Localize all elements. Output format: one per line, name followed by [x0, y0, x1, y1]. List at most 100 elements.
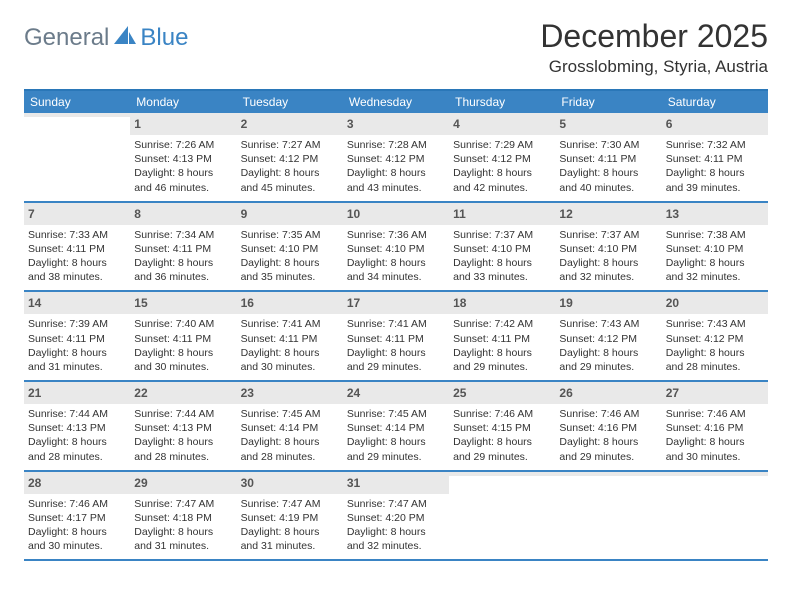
sunrise-text: Sunrise: 7:45 AM	[347, 407, 445, 421]
sunrise-text: Sunrise: 7:46 AM	[28, 497, 126, 511]
dow-label: Friday	[555, 91, 661, 113]
sunrise-text: Sunrise: 7:47 AM	[134, 497, 232, 511]
sunset-text: Sunset: 4:14 PM	[241, 421, 339, 435]
sunrise-text: Sunrise: 7:27 AM	[241, 138, 339, 152]
day-info: Sunrise: 7:46 AMSunset: 4:15 PMDaylight:…	[453, 407, 551, 464]
calendar-cell	[662, 472, 768, 560]
day-number-row: 27	[662, 382, 768, 404]
sunrise-text: Sunrise: 7:29 AM	[453, 138, 551, 152]
sunset-text: Sunset: 4:17 PM	[28, 511, 126, 525]
day-number-row: 21	[24, 382, 130, 404]
sunrise-text: Sunrise: 7:43 AM	[666, 317, 764, 331]
sunrise-text: Sunrise: 7:44 AM	[28, 407, 126, 421]
day-info: Sunrise: 7:37 AMSunset: 4:10 PMDaylight:…	[453, 228, 551, 285]
sunset-text: Sunset: 4:11 PM	[347, 332, 445, 346]
day-info: Sunrise: 7:28 AMSunset: 4:12 PMDaylight:…	[347, 138, 445, 195]
calendar-cell: 1Sunrise: 7:26 AMSunset: 4:13 PMDaylight…	[130, 113, 236, 201]
sunset-text: Sunset: 4:11 PM	[134, 242, 232, 256]
sunset-text: Sunset: 4:11 PM	[453, 332, 551, 346]
day-number: 3	[347, 117, 354, 131]
calendar-week: 21Sunrise: 7:44 AMSunset: 4:13 PMDayligh…	[24, 382, 768, 472]
day-info: Sunrise: 7:40 AMSunset: 4:11 PMDaylight:…	[134, 317, 232, 374]
calendar-cell: 18Sunrise: 7:42 AMSunset: 4:11 PMDayligh…	[449, 292, 555, 380]
day-number-row: 22	[130, 382, 236, 404]
sunrise-text: Sunrise: 7:37 AM	[453, 228, 551, 242]
day-number: 26	[559, 386, 572, 400]
sunset-text: Sunset: 4:15 PM	[453, 421, 551, 435]
daylight-text: Daylight: 8 hours and 29 minutes.	[559, 346, 657, 374]
calendar-cell: 13Sunrise: 7:38 AMSunset: 4:10 PMDayligh…	[662, 203, 768, 291]
daylight-text: Daylight: 8 hours and 29 minutes.	[559, 435, 657, 463]
day-number-row: 13	[662, 203, 768, 225]
day-number-row: 1	[130, 113, 236, 135]
daylight-text: Daylight: 8 hours and 34 minutes.	[347, 256, 445, 284]
calendar-cell: 16Sunrise: 7:41 AMSunset: 4:11 PMDayligh…	[237, 292, 343, 380]
day-number: 16	[241, 296, 254, 310]
logo-text-blue: Blue	[140, 24, 188, 52]
day-info: Sunrise: 7:46 AMSunset: 4:17 PMDaylight:…	[28, 497, 126, 554]
day-number-row: 30	[237, 472, 343, 494]
sunrise-text: Sunrise: 7:47 AM	[241, 497, 339, 511]
daylight-text: Daylight: 8 hours and 29 minutes.	[453, 435, 551, 463]
day-number: 30	[241, 476, 254, 490]
daylight-text: Daylight: 8 hours and 31 minutes.	[28, 346, 126, 374]
day-info: Sunrise: 7:47 AMSunset: 4:18 PMDaylight:…	[134, 497, 232, 554]
sunset-text: Sunset: 4:11 PM	[134, 332, 232, 346]
calendar-cell: 7 Sunrise: 7:33 AMSunset: 4:11 PMDaylight…	[24, 203, 130, 291]
day-number: 22	[134, 386, 147, 400]
day-info: Sunrise: 7:45 AMSunset: 4:14 PMDaylight:…	[347, 407, 445, 464]
sunrise-text: Sunrise: 7:36 AM	[347, 228, 445, 242]
calendar-cell: 26 Sunrise: 7:46 AMSunset: 4:16 PMDayligh…	[555, 382, 661, 470]
sunrise-text: Sunrise: 7:46 AM	[453, 407, 551, 421]
sunset-text: Sunset: 4:13 PM	[28, 421, 126, 435]
day-info: Sunrise: 7:39 AMSunset: 4:11 PMDaylight:…	[28, 317, 126, 374]
day-number-row: 20	[662, 292, 768, 314]
day-info: Sunrise: 7:37 AMSunset: 4:10 PMDaylight:…	[559, 228, 657, 285]
sunset-text: Sunset: 4:13 PM	[134, 421, 232, 435]
day-number: 7	[28, 207, 35, 221]
header: General Blue December 2025 Grosslobming,…	[24, 18, 768, 77]
sunrise-text: Sunrise: 7:46 AM	[666, 407, 764, 421]
day-number: 19	[559, 296, 572, 310]
sunset-text: Sunset: 4:12 PM	[347, 152, 445, 166]
sunrise-text: Sunrise: 7:44 AM	[134, 407, 232, 421]
day-info: Sunrise: 7:45 AMSunset: 4:14 PMDaylight:…	[241, 407, 339, 464]
title-block: December 2025 Grosslobming, Styria, Aust…	[540, 18, 768, 77]
sunset-text: Sunset: 4:12 PM	[559, 332, 657, 346]
daylight-text: Daylight: 8 hours and 39 minutes.	[666, 166, 764, 194]
day-info: Sunrise: 7:33 AMSunset: 4:11 PMDaylight:…	[28, 228, 126, 285]
logo-text-general: General	[24, 24, 109, 52]
sunrise-text: Sunrise: 7:28 AM	[347, 138, 445, 152]
dow-label: Monday	[130, 91, 236, 113]
day-info: Sunrise: 7:41 AMSunset: 4:11 PMDaylight:…	[347, 317, 445, 374]
day-number-row: 28	[24, 472, 130, 494]
calendar-cell: 27Sunrise: 7:46 AMSunset: 4:16 PMDayligh…	[662, 382, 768, 470]
day-number-row: 26	[555, 382, 661, 404]
day-number: 14	[28, 296, 41, 310]
day-number: 31	[347, 476, 360, 490]
logo-sail-icon	[114, 26, 136, 51]
calendar-cell: 4Sunrise: 7:29 AMSunset: 4:12 PMDaylight…	[449, 113, 555, 201]
day-number-row: 29	[130, 472, 236, 494]
day-info: Sunrise: 7:27 AMSunset: 4:12 PMDaylight:…	[241, 138, 339, 195]
calendar-cell	[555, 472, 661, 560]
daylight-text: Daylight: 8 hours and 30 minutes.	[241, 346, 339, 374]
day-number: 5	[559, 117, 566, 131]
calendar-cell: 3 Sunrise: 7:28 AMSunset: 4:12 PMDaylight…	[343, 113, 449, 201]
day-number: 2	[241, 117, 248, 131]
calendar-cell: 12Sunrise: 7:37 AMSunset: 4:10 PMDayligh…	[555, 203, 661, 291]
sunset-text: Sunset: 4:12 PM	[666, 332, 764, 346]
day-info: Sunrise: 7:46 AMSunset: 4:16 PMDaylight:…	[559, 407, 657, 464]
calendar-cell: 28 Sunrise: 7:46 AMSunset: 4:17 PMDayligh…	[24, 472, 130, 560]
sunset-text: Sunset: 4:11 PM	[559, 152, 657, 166]
sunset-text: Sunset: 4:20 PM	[347, 511, 445, 525]
day-number: 1	[134, 117, 141, 131]
calendar-cell: 29 Sunrise: 7:47 AMSunset: 4:18 PMDayligh…	[130, 472, 236, 560]
calendar-cell: 23Sunrise: 7:45 AMSunset: 4:14 PMDayligh…	[237, 382, 343, 470]
calendar-cell: 11Sunrise: 7:37 AMSunset: 4:10 PMDayligh…	[449, 203, 555, 291]
sunrise-text: Sunrise: 7:30 AM	[559, 138, 657, 152]
day-number-row: 15	[130, 292, 236, 314]
sunrise-text: Sunrise: 7:42 AM	[453, 317, 551, 331]
sunrise-text: Sunrise: 7:26 AM	[134, 138, 232, 152]
daylight-text: Daylight: 8 hours and 32 minutes.	[347, 525, 445, 553]
